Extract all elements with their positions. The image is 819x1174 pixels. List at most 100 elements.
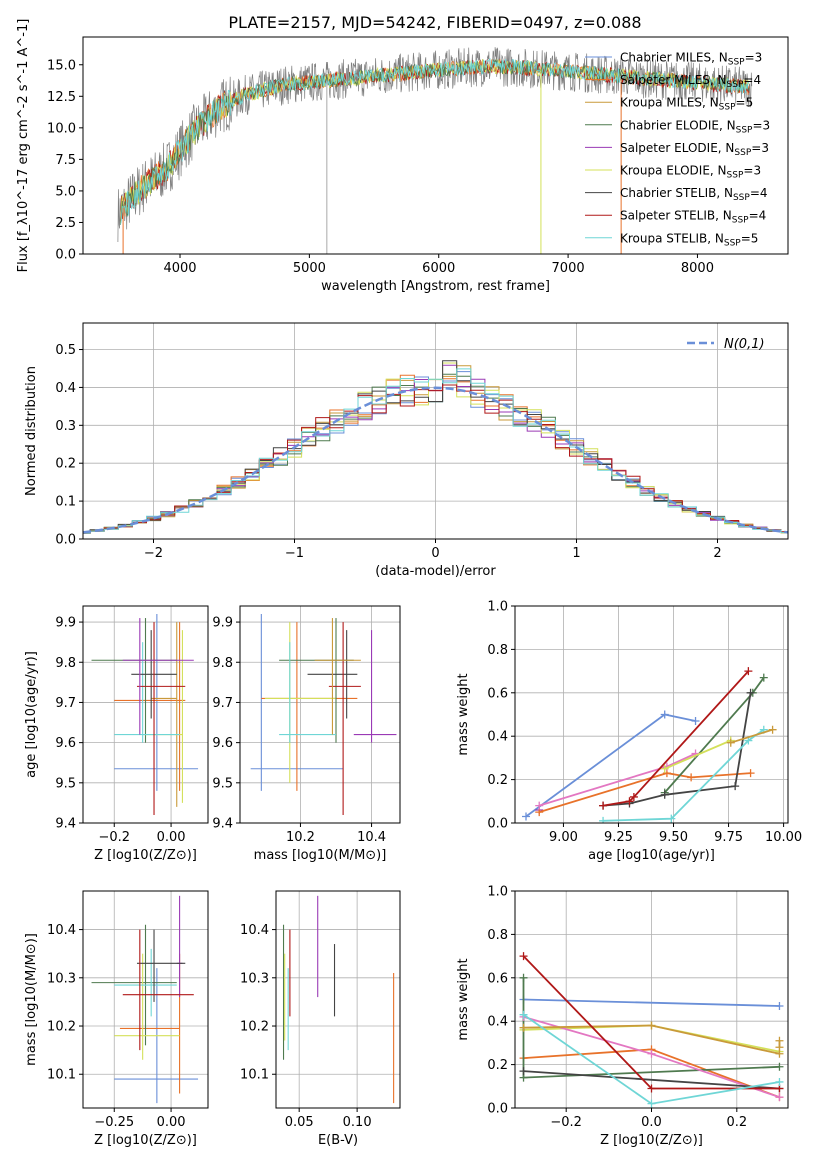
y-axis-label: age [log10(age/yr)] bbox=[24, 651, 39, 778]
x-axis-label: mass [log10(M/M⊙)] bbox=[254, 848, 387, 863]
y-tick-label: 0.0 bbox=[55, 248, 76, 263]
axes-6 bbox=[276, 891, 400, 1108]
data-point bbox=[775, 1077, 784, 1086]
y-tick-label: 10.3 bbox=[47, 971, 76, 986]
y-tick-label: 10.4 bbox=[240, 923, 269, 938]
y-axis-label: mass [log10(M/M⊙)] bbox=[24, 933, 39, 1066]
x-tick-label: −0.25 bbox=[94, 1115, 134, 1130]
y-tick-label: 0.0 bbox=[487, 1102, 508, 1117]
x-tick-label: 9.75 bbox=[714, 830, 743, 845]
y-tick-label: 0.2 bbox=[55, 457, 76, 472]
axes-frame bbox=[82, 36, 789, 255]
x-axis-label: Z [log10(Z/Z⊙)] bbox=[94, 1133, 197, 1148]
y-tick-label: 9.7 bbox=[212, 696, 233, 711]
axes-3 bbox=[240, 606, 400, 824]
y-tick-label: 5.0 bbox=[55, 184, 76, 199]
legend-label: Salpeter ELODIE, NSSP=3 bbox=[620, 141, 769, 158]
data-point bbox=[519, 973, 528, 982]
y-tick-label: 10.1 bbox=[240, 1068, 269, 1083]
series-line bbox=[538, 772, 751, 813]
data-point bbox=[746, 769, 755, 778]
x-axis-label: Z [log10(Z/Z⊙)] bbox=[94, 848, 197, 863]
data-point bbox=[535, 801, 544, 810]
data-point bbox=[519, 1023, 528, 1032]
x-tick-label: −0.2 bbox=[550, 1115, 582, 1130]
x-tick-label: 0.00 bbox=[157, 1115, 186, 1130]
data-point bbox=[519, 1010, 528, 1019]
x-tick-label: −0.2 bbox=[98, 830, 130, 845]
y-tick-label: 0.2 bbox=[487, 773, 508, 788]
y-tick-label: 9.8 bbox=[212, 656, 233, 671]
axes-frame bbox=[239, 605, 401, 824]
data-point bbox=[660, 710, 669, 719]
x-tick-label: 9.25 bbox=[604, 830, 633, 845]
y-axis-label: Flux [f_λ10^-17 erg cm^-2 s^-1 A^-1] bbox=[16, 19, 31, 273]
y-tick-label: 9.4 bbox=[55, 817, 76, 832]
data-point bbox=[775, 1062, 784, 1071]
y-tick-label: 0.6 bbox=[487, 686, 508, 701]
data-point bbox=[687, 773, 696, 782]
y-tick-label: 10.1 bbox=[47, 1068, 76, 1083]
lines bbox=[519, 952, 784, 1108]
data-point bbox=[599, 801, 608, 810]
axes-frame bbox=[82, 890, 209, 1109]
x-tick-label: 0.2 bbox=[726, 1115, 747, 1130]
spectrum-lines bbox=[117, 47, 753, 254]
legend-label: Salpeter MILES, NSSP=4 bbox=[620, 73, 761, 90]
data-point bbox=[647, 1084, 656, 1093]
x-axis-label: (data-model)/error bbox=[375, 564, 496, 579]
x-tick-label: 4000 bbox=[163, 261, 196, 276]
y-tick-label: 0.8 bbox=[487, 643, 508, 658]
y-tick-label: 9.9 bbox=[212, 616, 233, 631]
y-tick-label: 9.4 bbox=[212, 817, 233, 832]
x-tick-label: 0.0 bbox=[641, 1115, 662, 1130]
y-tick-label: 0.4 bbox=[487, 1015, 508, 1030]
legend-label: Chabrier STELIB, NSSP=4 bbox=[620, 186, 768, 203]
y-tick-label: 10.2 bbox=[240, 1020, 269, 1035]
y-tick-label: 7.5 bbox=[55, 153, 76, 168]
y-tick-label: 0.5 bbox=[55, 343, 76, 358]
x-tick-label: 9.00 bbox=[549, 830, 578, 845]
y-tick-label: 0.2 bbox=[487, 1058, 508, 1073]
data-point bbox=[647, 1021, 656, 1030]
data-point bbox=[625, 797, 634, 806]
data-point bbox=[775, 1002, 784, 1011]
x-tick-label: 10.2 bbox=[286, 830, 315, 845]
y-tick-label: 9.5 bbox=[212, 776, 233, 791]
series-line bbox=[602, 670, 750, 807]
y-tick-label: 9.8 bbox=[55, 656, 76, 671]
y-axis-label: mass weight bbox=[456, 673, 471, 755]
y-tick-label: 9.7 bbox=[55, 696, 76, 711]
x-tick-label: 0 bbox=[431, 546, 439, 561]
x-tick-label: 8000 bbox=[681, 261, 714, 276]
legend-label: Kroupa MILES, NSSP=5 bbox=[620, 96, 753, 113]
y-tick-label: 2.5 bbox=[55, 216, 76, 231]
x-tick-label: −1 bbox=[285, 546, 304, 561]
legend-label: Salpeter STELIB, NSSP=4 bbox=[620, 209, 766, 226]
y-tick-label: 0.4 bbox=[55, 381, 76, 396]
y-tick-label: 9.5 bbox=[55, 776, 76, 791]
errorbars bbox=[91, 614, 199, 815]
y-tick-label: 12.5 bbox=[47, 90, 76, 105]
data-point bbox=[667, 814, 676, 823]
data-point bbox=[746, 688, 755, 697]
x-tick-label: 0.00 bbox=[157, 830, 186, 845]
x-tick-label: 2 bbox=[713, 546, 721, 561]
y-tick-label: 10.3 bbox=[240, 971, 269, 986]
data-point bbox=[519, 1067, 528, 1076]
x-tick-label: 10.00 bbox=[765, 830, 802, 845]
model-spectrum bbox=[120, 57, 750, 225]
y-tick-label: 0.6 bbox=[487, 971, 508, 986]
series-line bbox=[664, 739, 732, 770]
y-tick-label: 0.1 bbox=[55, 495, 76, 510]
legend: Chabrier MILES, NSSP=3 Salpeter MILES, NS… bbox=[585, 51, 770, 248]
x-tick-label: 9.50 bbox=[659, 830, 688, 845]
data-point bbox=[759, 673, 768, 682]
series-line bbox=[523, 1070, 780, 1090]
errorbars bbox=[250, 614, 397, 815]
x-tick-label: −2 bbox=[144, 546, 163, 561]
lines bbox=[522, 667, 777, 823]
data-point bbox=[731, 782, 740, 791]
x-tick-label: 7000 bbox=[552, 261, 585, 276]
